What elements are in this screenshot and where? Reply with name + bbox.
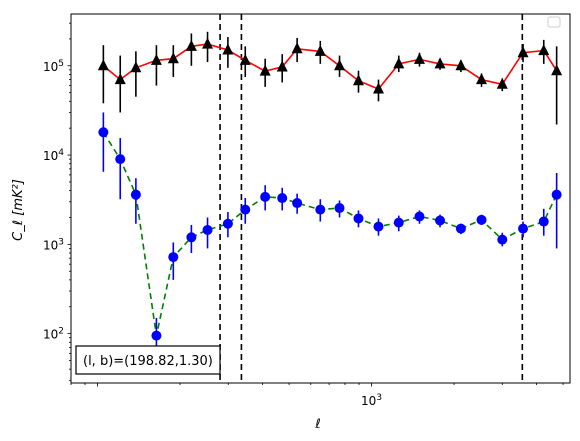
series-2-point-17	[393, 217, 404, 228]
series-2-point-20	[455, 223, 466, 234]
series-2-point-25	[551, 189, 562, 200]
series-1-point-24	[538, 44, 550, 56]
series-2-point-1	[98, 127, 109, 138]
axes-frame	[70, 13, 571, 384]
series-1-point-7	[202, 37, 214, 49]
y-tick-label-2: 103	[43, 237, 64, 252]
series-2-point-4	[151, 330, 162, 341]
series-2-point-10	[260, 191, 271, 202]
y-tick-label-4: 105	[43, 59, 64, 74]
y-tick-label-3: 104	[43, 148, 64, 163]
series-2-point-15	[353, 213, 364, 224]
series-2-point-14	[334, 203, 345, 214]
series-1-point-4	[150, 53, 162, 65]
series-1-point-14	[334, 59, 346, 71]
series-1-point-13	[314, 44, 326, 56]
series-2-point-21	[476, 214, 487, 225]
series-1-point-12	[291, 42, 303, 54]
series-1-point-23	[517, 46, 529, 58]
series-2-point-22	[497, 234, 508, 245]
series-1-point-8	[222, 43, 234, 55]
series-2-point-7	[202, 224, 213, 235]
series-2-point-12	[292, 198, 303, 209]
series-1-point-11	[276, 60, 288, 72]
series-2-point-9	[240, 204, 251, 215]
series-1-point-1	[97, 59, 109, 71]
series-1-point-20	[455, 59, 467, 71]
x-axis-label: ℓ	[314, 417, 320, 432]
plot-area: 102 103 104 105 103	[43, 13, 571, 408]
series-1-point-18	[413, 52, 425, 64]
series-2-point-8	[222, 218, 233, 229]
series-2-point-3	[130, 189, 141, 200]
series-1-point-21	[476, 73, 488, 85]
series-1-point-19	[434, 57, 446, 69]
annotation-frame	[75, 345, 221, 375]
series-1-point-2	[114, 73, 126, 85]
series-1-point-22	[496, 77, 508, 89]
series-1-point-6	[185, 39, 197, 51]
series-1-point-16	[372, 82, 384, 94]
annotation-text: (l, b)=(198.82,1.30)	[83, 354, 213, 369]
series-2-point-11	[277, 193, 288, 204]
series-2-point-24	[538, 216, 549, 227]
series-1-point-9	[239, 53, 251, 65]
series-1-point-17	[393, 57, 405, 69]
series-2-point-19	[435, 215, 446, 226]
series-2-point-16	[373, 221, 384, 232]
y-tick-label-1: 102	[43, 327, 64, 342]
series-2-point-2	[115, 154, 126, 165]
annotation-box: (l, b)=(198.82,1.30)	[75, 345, 221, 375]
series-2-point-23	[518, 223, 529, 234]
series-1-point-10	[259, 64, 271, 76]
series-2-point-6	[186, 232, 197, 243]
series-1-point-15	[352, 74, 364, 86]
legend-box	[547, 16, 561, 28]
series-1-point-25	[551, 64, 563, 76]
series-1-point-5	[167, 52, 179, 64]
x-tick-label-1: 103	[361, 393, 382, 408]
series-2-point-13	[315, 204, 326, 215]
series-2-point-18	[414, 211, 425, 222]
series-2-point-5	[168, 252, 179, 263]
series-1-point-3	[130, 61, 142, 73]
y-axis-label: C_ℓ [mK²]	[11, 179, 26, 241]
